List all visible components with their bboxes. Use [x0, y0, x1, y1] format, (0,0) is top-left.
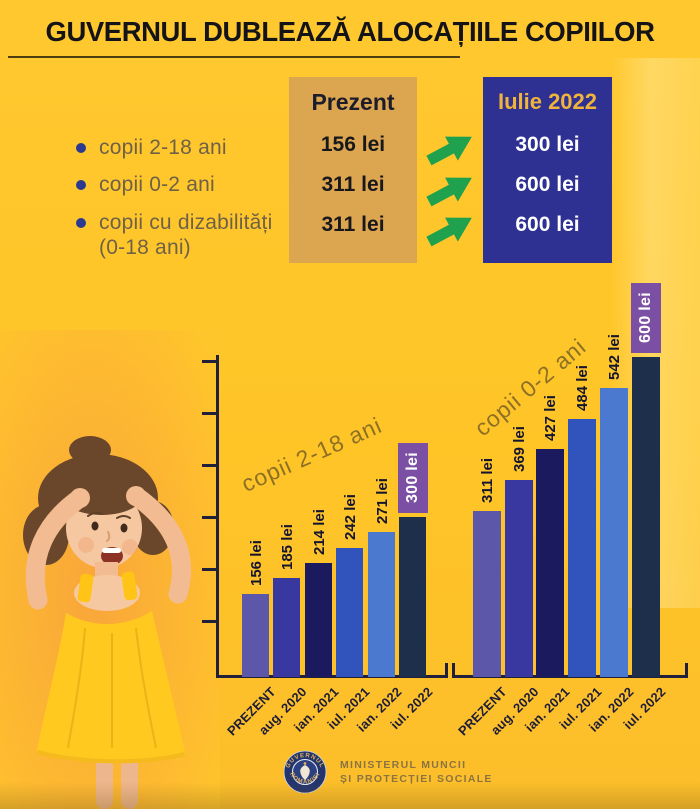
- bullet-icon: [76, 180, 86, 190]
- child-photo: [0, 330, 220, 809]
- increase-arrow-icon: [426, 217, 472, 247]
- y-axis-tick: [202, 620, 216, 623]
- bullet-icon: [76, 143, 86, 153]
- x-axis-end-tick: [452, 663, 455, 675]
- bar-value-label: 156 lei: [247, 540, 265, 586]
- list-item: copii cu dizabilități (0-18 ani): [76, 210, 326, 260]
- list-item: copii 2-18 ani: [76, 135, 326, 160]
- present-header: Prezent: [311, 89, 395, 115]
- y-axis-tick: [202, 568, 216, 571]
- list-item: copii 0-2 ani: [76, 172, 326, 197]
- bar: [336, 548, 363, 677]
- ministry-label: MINISTERUL MUNCII ȘI PROTECȚIEI SOCIALE: [340, 759, 493, 785]
- highlight-value-label: 600 lei: [637, 292, 654, 344]
- increase-arrow-icon: [426, 136, 472, 166]
- y-axis-tick: [202, 464, 216, 467]
- present-value: 311 lei: [321, 173, 385, 196]
- list-item-label: copii 2-18 ani: [99, 136, 227, 159]
- bar: [368, 532, 395, 677]
- bar-value-label: 214 lei: [310, 509, 328, 555]
- bar-value-label: 542 lei: [606, 334, 623, 380]
- bar: [399, 517, 426, 677]
- bar: [632, 357, 660, 677]
- bar-value-label: 311 lei: [479, 457, 496, 503]
- bar-value-label: 242 lei: [341, 494, 359, 540]
- y-axis: [216, 355, 219, 677]
- chart-title-left: copii 2-18 ani: [237, 411, 386, 497]
- child-figure: [23, 436, 191, 809]
- bullet-icon: [76, 218, 86, 228]
- present-value: 311 lei: [321, 213, 385, 236]
- bar: [273, 578, 300, 677]
- x-axis-end-tick: [685, 663, 688, 675]
- highlight-value-badge: 600 lei: [631, 283, 661, 353]
- y-axis-tick: [202, 516, 216, 519]
- future-value: 300 lei: [515, 133, 580, 156]
- y-axis-tick: [202, 360, 216, 363]
- x-axis-end-tick: [445, 663, 448, 675]
- title-underline: [8, 56, 460, 58]
- highlight-value-badge: 300 lei: [397, 443, 428, 513]
- x-axis: [216, 675, 448, 678]
- bar: [536, 449, 564, 677]
- y-axis-tick: [202, 412, 216, 415]
- bar: [600, 388, 628, 677]
- bar-value-label: 185 lei: [278, 524, 296, 570]
- future-value: 600 lei: [515, 173, 580, 196]
- bottom-shade: [0, 782, 700, 809]
- bar: [473, 511, 501, 677]
- list-item-label: copii cu dizabilități (0-18 ani): [99, 211, 273, 259]
- bar: [305, 563, 332, 677]
- bar: [505, 480, 533, 677]
- bar: [568, 419, 596, 677]
- present-value: 156 lei: [320, 133, 386, 156]
- page-title: GUVERNUL DUBLEAZĂ ALOCAȚIILE COPIILOR: [45, 16, 655, 47]
- future-header: Iulie 2022: [497, 89, 598, 114]
- future-column: Iulie 2022 300 lei 600 lei 600 lei: [483, 77, 612, 263]
- future-value: 600 lei: [515, 213, 580, 236]
- government-logo: GUVERNUL ROMÂNIEI: [283, 750, 327, 794]
- highlight-value-label: 300 lei: [403, 452, 421, 504]
- bar-value-label: 271 lei: [373, 478, 391, 524]
- list-item-label: copii 0-2 ani: [99, 173, 215, 196]
- present-column: Prezent 156 lei 311 lei 311 lei: [289, 77, 417, 263]
- increase-arrow-icon: [426, 177, 472, 207]
- bar: [242, 594, 269, 677]
